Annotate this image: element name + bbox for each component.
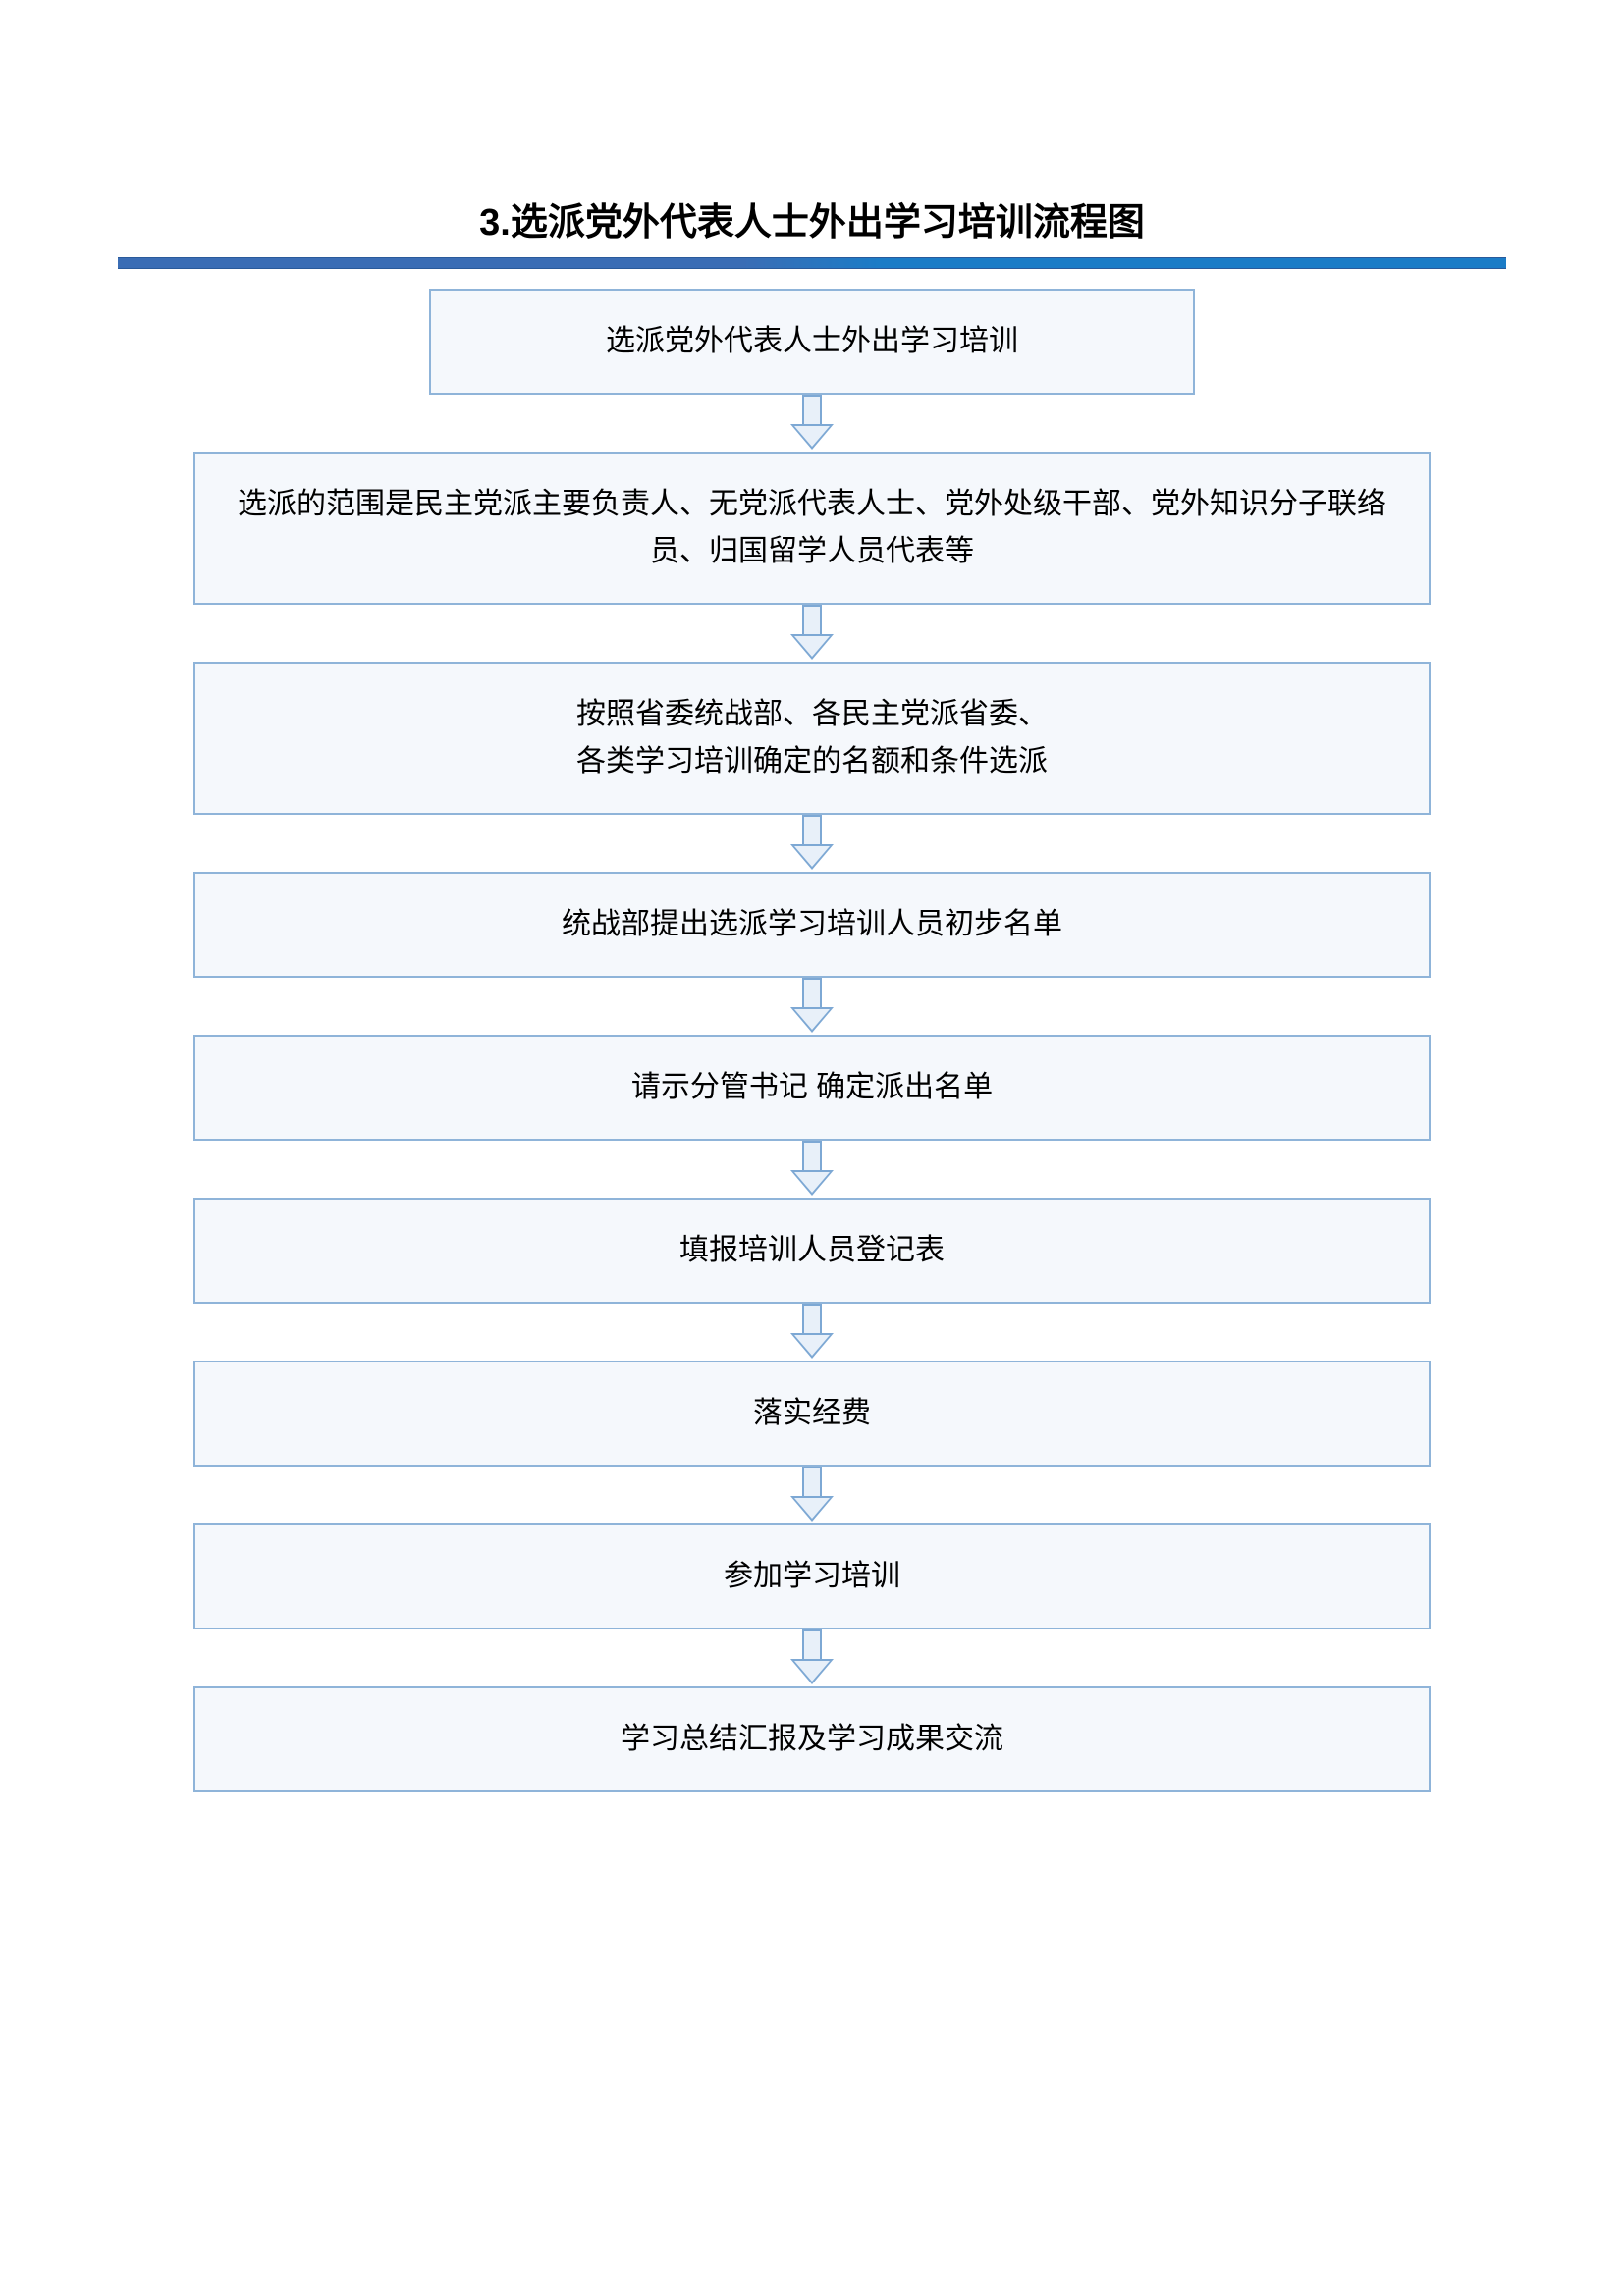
flow-node-8: 参加学习培训 bbox=[193, 1523, 1431, 1629]
flow-node-9: 学习总结汇报及学习成果交流 bbox=[193, 1686, 1431, 1792]
flow-node-3: 按照省委统战部、各民主党派省委、各类学习培训确定的名额和条件选派 bbox=[193, 662, 1431, 815]
flowchart: 选派党外代表人士外出学习培训 选派的范围是民主党派主要负责人、无党派代表人士、党… bbox=[0, 289, 1624, 1792]
flow-node-2: 选派的范围是民主党派主要负责人、无党派代表人士、党外处级干部、党外知识分子联络员… bbox=[193, 452, 1431, 605]
arrow-down-icon bbox=[790, 978, 834, 1035]
arrow-down-icon bbox=[790, 1467, 834, 1523]
arrow-down-icon bbox=[790, 605, 834, 662]
title-underline bbox=[118, 257, 1506, 269]
flow-node-6: 填报培训人员登记表 bbox=[193, 1198, 1431, 1304]
arrow-down-icon bbox=[790, 395, 834, 452]
arrow-down-icon bbox=[790, 1141, 834, 1198]
arrow-down-icon bbox=[790, 815, 834, 872]
flow-node-7: 落实经费 bbox=[193, 1361, 1431, 1467]
arrow-down-icon bbox=[790, 1629, 834, 1686]
page-container: 3.选派党外代表人士外出学习培训流程图 选派党外代表人士外出学习培训 选派的范围… bbox=[0, 0, 1624, 1792]
flow-node-1: 选派党外代表人士外出学习培训 bbox=[429, 289, 1195, 395]
page-title: 3.选派党外代表人士外出学习培训流程图 bbox=[0, 191, 1624, 245]
flow-node-5: 请示分管书记 确定派出名单 bbox=[193, 1035, 1431, 1141]
flow-node-4: 统战部提出选派学习培训人员初步名单 bbox=[193, 872, 1431, 978]
arrow-down-icon bbox=[790, 1304, 834, 1361]
